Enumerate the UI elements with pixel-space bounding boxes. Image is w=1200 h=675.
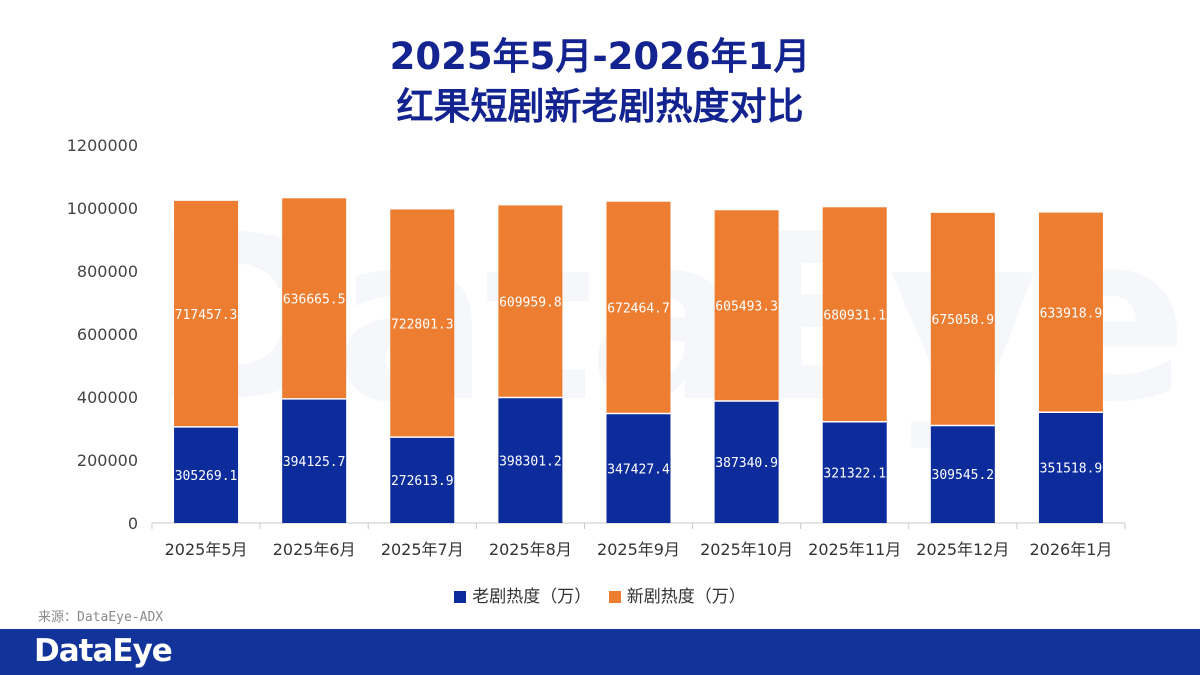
legend-item-old: 老剧热度（万） (454, 582, 591, 607)
data-label-new: 633918.9 (1040, 306, 1103, 321)
bar-old (174, 426, 239, 523)
y-tick-label: 200000 (77, 451, 138, 470)
data-label-old: 347427.4 (607, 462, 670, 477)
bar-new (174, 200, 239, 427)
chart-title: 2025年5月-2026年1月 红果短剧新老剧热度对比 (0, 32, 1200, 132)
legend-item-new: 新剧热度（万） (608, 582, 746, 607)
y-tick-label: 400000 (77, 388, 138, 407)
bar-old (498, 397, 563, 523)
y-tick-label: 0 (128, 514, 138, 533)
data-label-old: 351518.9 (1040, 462, 1103, 477)
x-tick-label: 2025年11月 (808, 540, 901, 559)
footer-logo: DataEye (34, 633, 173, 669)
data-label-old: 398301.2 (499, 454, 562, 469)
x-tick-label: 2025年6月 (273, 540, 356, 559)
x-tick-label: 2025年8月 (489, 540, 572, 559)
data-label-old: 394125.7 (283, 455, 346, 470)
data-label-new: 675058.9 (932, 313, 995, 328)
data-label-new: 609959.8 (499, 295, 562, 310)
bar-old (822, 421, 887, 523)
bar-new (606, 201, 671, 414)
chart-title-line2: 红果短剧新老剧热度对比 (396, 85, 804, 128)
y-tick-label: 600000 (77, 325, 138, 344)
x-tick-label: 2025年5月 (165, 540, 248, 559)
data-label-old: 305269.1 (175, 469, 238, 484)
bar-old (282, 398, 347, 523)
bar-old (606, 413, 671, 523)
data-label-new: 672464.7 (607, 302, 670, 317)
x-tick-label: 2025年7月 (381, 540, 464, 559)
y-tick-label: 1000000 (67, 199, 138, 218)
x-tick-label: 2025年9月 (597, 540, 680, 559)
legend-swatch-old (454, 591, 467, 603)
y-tick-label: 800000 (77, 262, 138, 281)
data-label-old: 309545.2 (932, 468, 995, 483)
x-tick-label: 2026年1月 (1029, 540, 1112, 559)
source-note: 来源：DataEye-ADX (38, 610, 164, 625)
bar-new (1038, 212, 1103, 413)
bar-new (714, 210, 779, 401)
data-label-old: 321322.1 (823, 466, 886, 481)
legend-label-new: 新剧热度（万） (626, 587, 746, 607)
x-tick-label: 2025年10月 (700, 540, 793, 559)
bar-new (390, 209, 455, 438)
legend-swatch-new (608, 591, 621, 603)
bar-old (930, 425, 995, 523)
bar-new (822, 207, 887, 422)
data-label-new: 680931.1 (823, 309, 886, 324)
bar-new (282, 198, 347, 399)
y-tick-label: 1200000 (67, 136, 138, 155)
legend: 老剧热度（万） 新剧热度（万） (0, 582, 1200, 607)
footer-bar: DataEye (0, 629, 1200, 675)
bar-old (1038, 412, 1103, 523)
bar-new (930, 212, 995, 426)
bar-old (714, 400, 779, 523)
data-label-new: 717457.3 (175, 308, 238, 323)
bar-old (390, 437, 455, 523)
bar-new (498, 205, 563, 398)
data-label-new: 605493.3 (715, 300, 778, 315)
data-label-new: 636665.5 (283, 293, 346, 308)
x-tick-label: 2025年12月 (916, 540, 1009, 559)
data-label-old: 387340.9 (715, 456, 778, 471)
legend-label-old: 老剧热度（万） (472, 587, 592, 607)
data-label-old: 272613.9 (391, 474, 454, 489)
chart-title-line1: 2025年5月-2026年1月 (389, 35, 811, 78)
data-label-new: 722801.3 (391, 317, 454, 332)
